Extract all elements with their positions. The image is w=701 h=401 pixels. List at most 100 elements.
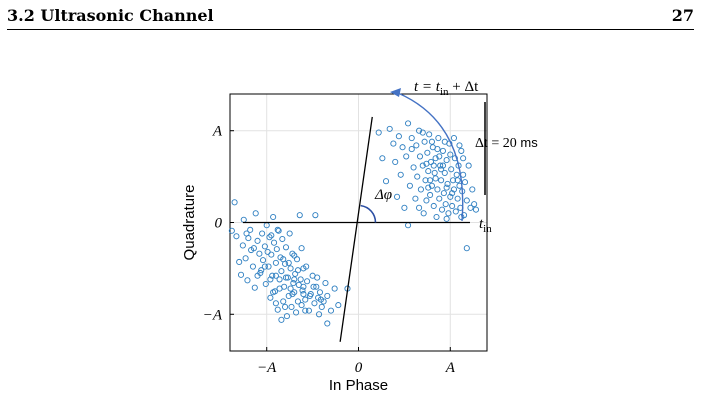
- data-point: [305, 307, 312, 314]
- data-point: [251, 284, 258, 291]
- data-point: [268, 251, 275, 258]
- data-point: [300, 291, 307, 298]
- ticks: −A 0 A A 0 −A: [203, 124, 456, 376]
- data-point: [423, 197, 430, 204]
- data-point: [397, 171, 404, 178]
- data-point: [416, 153, 424, 160]
- t-end-label: t = tin + Δt: [414, 79, 479, 98]
- data-point: [249, 263, 256, 270]
- data-point: [424, 149, 431, 156]
- data-point: [426, 131, 433, 138]
- y-tick-label: A: [212, 124, 223, 140]
- data-point: [324, 292, 331, 299]
- data-point: [420, 210, 427, 217]
- data-point: [443, 184, 450, 191]
- data-point: [261, 243, 268, 250]
- data-point: [423, 160, 430, 167]
- t-in-subscript: in: [483, 223, 492, 235]
- delta-phi-label: Δφ: [374, 187, 392, 203]
- data-point: [264, 248, 271, 255]
- data-point: [436, 195, 443, 202]
- phase-line: [339, 116, 373, 342]
- data-point: [293, 256, 301, 263]
- y-axis-label: Quadrature: [181, 185, 198, 261]
- data-point: [444, 180, 451, 187]
- data-point: [231, 199, 238, 206]
- data-point: [379, 155, 386, 162]
- data-point: [275, 227, 282, 234]
- data-point: [316, 289, 324, 296]
- reference-lines: [243, 116, 470, 342]
- data-point: [259, 257, 267, 264]
- data-point: [450, 186, 458, 193]
- data-point: [465, 162, 472, 169]
- data-point: [439, 162, 446, 169]
- data-point: [256, 250, 263, 257]
- data-point: [288, 303, 295, 310]
- data-point: [287, 285, 294, 292]
- data-point: [270, 289, 277, 296]
- t-end-suffix: + Δt: [449, 79, 480, 95]
- data-point: [273, 246, 280, 253]
- data-point: [265, 263, 272, 270]
- data-point: [472, 206, 480, 213]
- data-point: [272, 272, 279, 279]
- data-point: [422, 177, 429, 184]
- data-point: [312, 212, 319, 219]
- data-point: [434, 146, 441, 153]
- delta-t-label: Δt = 20 ms: [475, 135, 538, 151]
- data-point: [286, 230, 293, 237]
- data-point: [269, 272, 276, 279]
- data-point: [302, 296, 309, 303]
- data-point: [298, 245, 305, 252]
- data-point: [296, 212, 303, 219]
- data-point: [317, 296, 324, 303]
- data-point: [282, 303, 289, 310]
- time-arc: [397, 92, 464, 222]
- data-point: [425, 168, 432, 175]
- data-point: [285, 292, 292, 299]
- data-point: [239, 242, 246, 249]
- data-point: [335, 302, 342, 309]
- data-point: [440, 190, 447, 197]
- data-point: [454, 177, 461, 184]
- data-point: [427, 177, 434, 184]
- data-point: [262, 280, 269, 288]
- data-point: [244, 277, 251, 284]
- data-point: [261, 263, 268, 270]
- data-point: [289, 291, 296, 298]
- data-point: [414, 173, 421, 180]
- data-point: [272, 300, 279, 307]
- x-axis-label: In Phase: [329, 377, 388, 394]
- data-point: [282, 244, 290, 251]
- data-point: [463, 245, 470, 252]
- data-point: [250, 245, 257, 252]
- data-point: [408, 135, 415, 142]
- page-number: 27: [671, 6, 694, 25]
- data-point: [284, 274, 291, 281]
- data-point: [254, 237, 261, 244]
- data-point: [267, 276, 274, 283]
- data-point: [237, 271, 245, 278]
- data-point: [450, 135, 458, 142]
- data-point: [438, 177, 445, 184]
- data-point: [419, 129, 426, 136]
- data-point: [442, 201, 449, 208]
- data-point: [228, 227, 235, 234]
- data-point: [302, 307, 309, 314]
- data-point: [247, 226, 254, 233]
- data-point: [405, 120, 412, 127]
- data-point: [266, 234, 273, 241]
- data-point: [331, 285, 338, 292]
- data-point: [392, 158, 399, 165]
- data-point: [447, 193, 454, 200]
- data-point: [291, 252, 298, 259]
- data-point: [439, 147, 446, 154]
- page-header: 3.2 Ultrasonic Channel 27: [7, 6, 694, 26]
- data-point: [292, 270, 299, 277]
- delta-t-unit: ms: [517, 135, 538, 150]
- data-point: [427, 191, 434, 199]
- scatter-points: [228, 120, 480, 327]
- data-point: [395, 133, 402, 140]
